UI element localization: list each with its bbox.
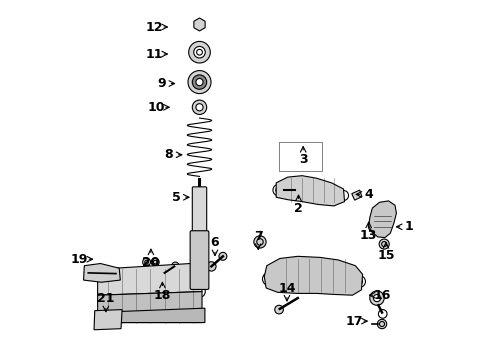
Circle shape: [338, 190, 348, 201]
Text: 17: 17: [345, 315, 362, 328]
Text: 16: 16: [373, 289, 390, 302]
Polygon shape: [98, 263, 202, 295]
Circle shape: [186, 302, 192, 309]
Text: 6: 6: [210, 236, 219, 249]
Circle shape: [104, 319, 111, 326]
Text: 8: 8: [164, 148, 173, 161]
Text: 5: 5: [171, 191, 180, 204]
Text: 7: 7: [253, 230, 262, 243]
Polygon shape: [98, 292, 202, 323]
Circle shape: [262, 273, 275, 285]
Polygon shape: [94, 310, 122, 330]
Text: 14: 14: [278, 282, 295, 294]
Text: 20: 20: [142, 256, 159, 269]
Polygon shape: [276, 176, 344, 206]
Circle shape: [206, 262, 216, 271]
Text: 11: 11: [145, 48, 163, 60]
Text: 2: 2: [293, 202, 302, 215]
Text: 15: 15: [376, 249, 394, 262]
Text: 12: 12: [145, 21, 163, 33]
FancyBboxPatch shape: [192, 187, 206, 231]
Circle shape: [280, 187, 285, 193]
Circle shape: [373, 294, 380, 302]
Polygon shape: [83, 264, 120, 282]
Polygon shape: [351, 190, 361, 200]
Text: 1: 1: [404, 220, 413, 233]
Circle shape: [272, 184, 284, 196]
Circle shape: [151, 258, 159, 266]
Circle shape: [196, 78, 203, 86]
Circle shape: [219, 252, 226, 260]
Text: 9: 9: [157, 77, 165, 90]
Circle shape: [369, 291, 384, 305]
Text: 3: 3: [298, 153, 307, 166]
Circle shape: [155, 302, 161, 309]
Circle shape: [109, 302, 116, 309]
Text: 4: 4: [364, 188, 373, 201]
Circle shape: [192, 100, 206, 114]
Circle shape: [193, 46, 205, 58]
Text: 21: 21: [97, 292, 114, 305]
Polygon shape: [193, 18, 204, 31]
Circle shape: [367, 220, 381, 233]
Circle shape: [188, 41, 210, 63]
Polygon shape: [95, 308, 204, 323]
Circle shape: [196, 104, 203, 111]
Circle shape: [353, 276, 365, 287]
Circle shape: [192, 75, 206, 89]
Circle shape: [142, 258, 150, 266]
Text: 18: 18: [153, 289, 171, 302]
Polygon shape: [368, 201, 396, 238]
Circle shape: [193, 286, 205, 297]
Text: 13: 13: [359, 229, 377, 242]
Circle shape: [187, 71, 211, 94]
Circle shape: [112, 270, 120, 278]
Circle shape: [253, 236, 265, 248]
FancyBboxPatch shape: [190, 231, 208, 289]
Circle shape: [274, 305, 283, 314]
Text: 10: 10: [147, 101, 165, 114]
Text: 19: 19: [71, 253, 88, 266]
Circle shape: [377, 319, 386, 329]
Polygon shape: [264, 256, 362, 295]
Circle shape: [84, 269, 92, 277]
Circle shape: [180, 302, 186, 309]
Circle shape: [130, 302, 137, 309]
Circle shape: [378, 239, 388, 249]
Circle shape: [378, 310, 386, 318]
Circle shape: [171, 262, 179, 269]
